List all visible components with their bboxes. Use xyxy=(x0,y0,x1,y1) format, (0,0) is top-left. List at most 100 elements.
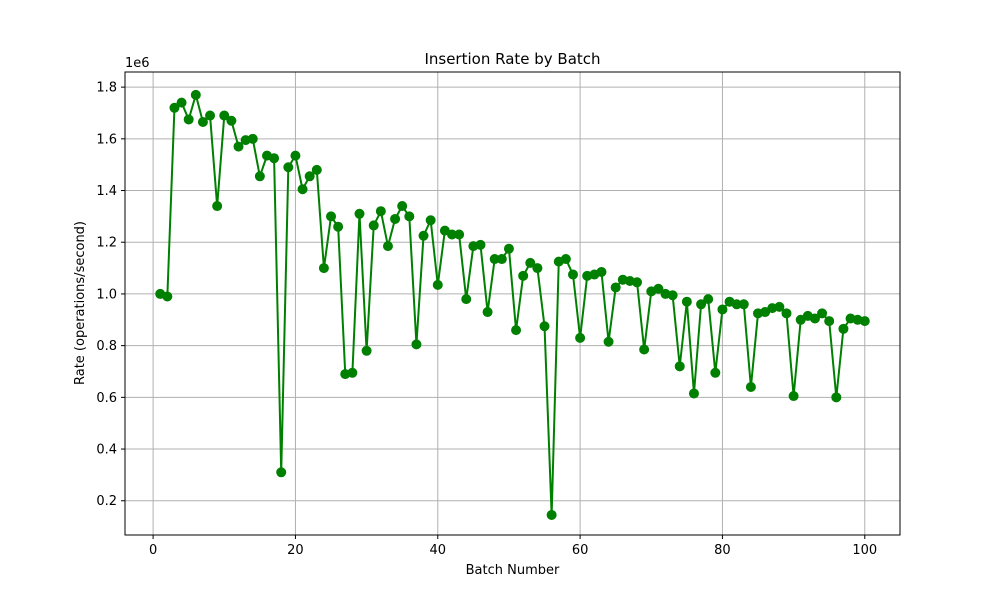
x-tick-label: 40 xyxy=(430,543,447,558)
y-tick-label: 0.8 xyxy=(96,339,117,354)
data-point xyxy=(596,266,607,277)
data-point xyxy=(696,299,707,310)
data-point xyxy=(233,141,244,152)
data-point xyxy=(717,304,728,315)
x-tick-label: 80 xyxy=(714,543,731,558)
data-point xyxy=(667,290,678,301)
data-point xyxy=(681,296,692,307)
data-point xyxy=(546,509,557,520)
data-point xyxy=(738,299,749,310)
x-tick-label: 20 xyxy=(287,543,304,558)
x-tick-label: 0 xyxy=(149,543,157,558)
data-point xyxy=(183,114,194,125)
data-point xyxy=(781,308,792,319)
data-point xyxy=(404,211,415,222)
data-point xyxy=(205,110,216,121)
data-point xyxy=(254,171,265,182)
data-point xyxy=(560,254,571,265)
data-point xyxy=(318,263,329,274)
data-point xyxy=(169,102,180,113)
data-point xyxy=(603,336,614,347)
data-point xyxy=(809,313,820,324)
data-point xyxy=(639,344,650,355)
y-tick-label: 0.6 xyxy=(96,391,117,406)
data-point xyxy=(432,279,443,290)
y-offset-label: 1e6 xyxy=(125,56,150,71)
data-point xyxy=(788,391,799,402)
data-point xyxy=(197,117,208,128)
data-point xyxy=(482,307,493,318)
data-point xyxy=(688,388,699,399)
data-point xyxy=(397,201,408,212)
y-tick-label: 1.4 xyxy=(96,184,117,199)
series-green xyxy=(155,89,870,520)
data-point xyxy=(276,467,287,478)
data-point xyxy=(703,294,714,305)
y-tick-label: 1.6 xyxy=(96,132,117,147)
data-point xyxy=(226,115,237,126)
data-point xyxy=(859,316,870,327)
data-point xyxy=(304,171,315,182)
data-point xyxy=(212,201,223,212)
y-tick-label: 1.2 xyxy=(96,236,117,251)
data-point xyxy=(333,221,344,232)
data-point xyxy=(511,325,522,336)
data-point xyxy=(361,345,372,356)
data-point xyxy=(539,321,550,332)
y-tick-label: 1.0 xyxy=(96,287,117,302)
data-point xyxy=(496,254,507,265)
data-point xyxy=(269,153,280,164)
data-point xyxy=(525,257,536,268)
data-point xyxy=(824,316,835,327)
data-point xyxy=(411,339,422,350)
data-point xyxy=(475,239,486,250)
data-point xyxy=(375,206,386,217)
data-point xyxy=(610,282,621,293)
series-line xyxy=(159,93,865,516)
data-point xyxy=(503,243,514,254)
y-tick-label: 1.8 xyxy=(96,81,117,96)
plot-frame xyxy=(124,71,901,536)
data-point xyxy=(347,367,358,378)
data-point xyxy=(326,211,337,222)
data-point xyxy=(774,301,785,312)
y-axis-label: Rate (operations/second) xyxy=(73,221,88,385)
data-point xyxy=(461,294,472,305)
data-point xyxy=(632,277,643,288)
data-point xyxy=(518,270,529,281)
data-point xyxy=(283,162,294,173)
data-point xyxy=(368,220,379,231)
data-point xyxy=(745,382,756,392)
data-point xyxy=(176,97,187,108)
y-tick-label: 0.4 xyxy=(96,443,117,458)
data-point xyxy=(290,150,301,161)
data-point xyxy=(382,241,393,252)
data-point xyxy=(354,208,365,219)
data-point xyxy=(219,110,230,121)
axis-ticks: 0 20 40 60 80 100 0.2 0.4 0.6 0.8 1.0 1.2 1.4 1.6 1.8 xyxy=(96,81,877,558)
data-point xyxy=(162,291,173,302)
x-tick-label: 100 xyxy=(852,543,877,558)
data-point xyxy=(838,323,849,334)
x-tick-label: 60 xyxy=(572,543,589,558)
data-point xyxy=(425,215,436,226)
data-point xyxy=(454,229,465,240)
data-point xyxy=(674,361,685,372)
grid-lines xyxy=(125,72,900,535)
data-point xyxy=(710,367,721,378)
data-point xyxy=(653,283,664,294)
data-point xyxy=(418,230,429,241)
data-point xyxy=(567,269,578,280)
data-point xyxy=(390,213,401,224)
data-point xyxy=(831,392,842,403)
chart-title: Insertion Rate by Batch xyxy=(424,50,600,68)
x-axis-label: Batch Number xyxy=(466,563,560,578)
data-point xyxy=(311,164,322,175)
data-point xyxy=(190,89,201,100)
data-point xyxy=(247,133,258,144)
data-point xyxy=(817,308,828,319)
data-point xyxy=(297,184,308,195)
data-point xyxy=(532,263,543,274)
y-tick-label: 0.2 xyxy=(96,494,117,509)
